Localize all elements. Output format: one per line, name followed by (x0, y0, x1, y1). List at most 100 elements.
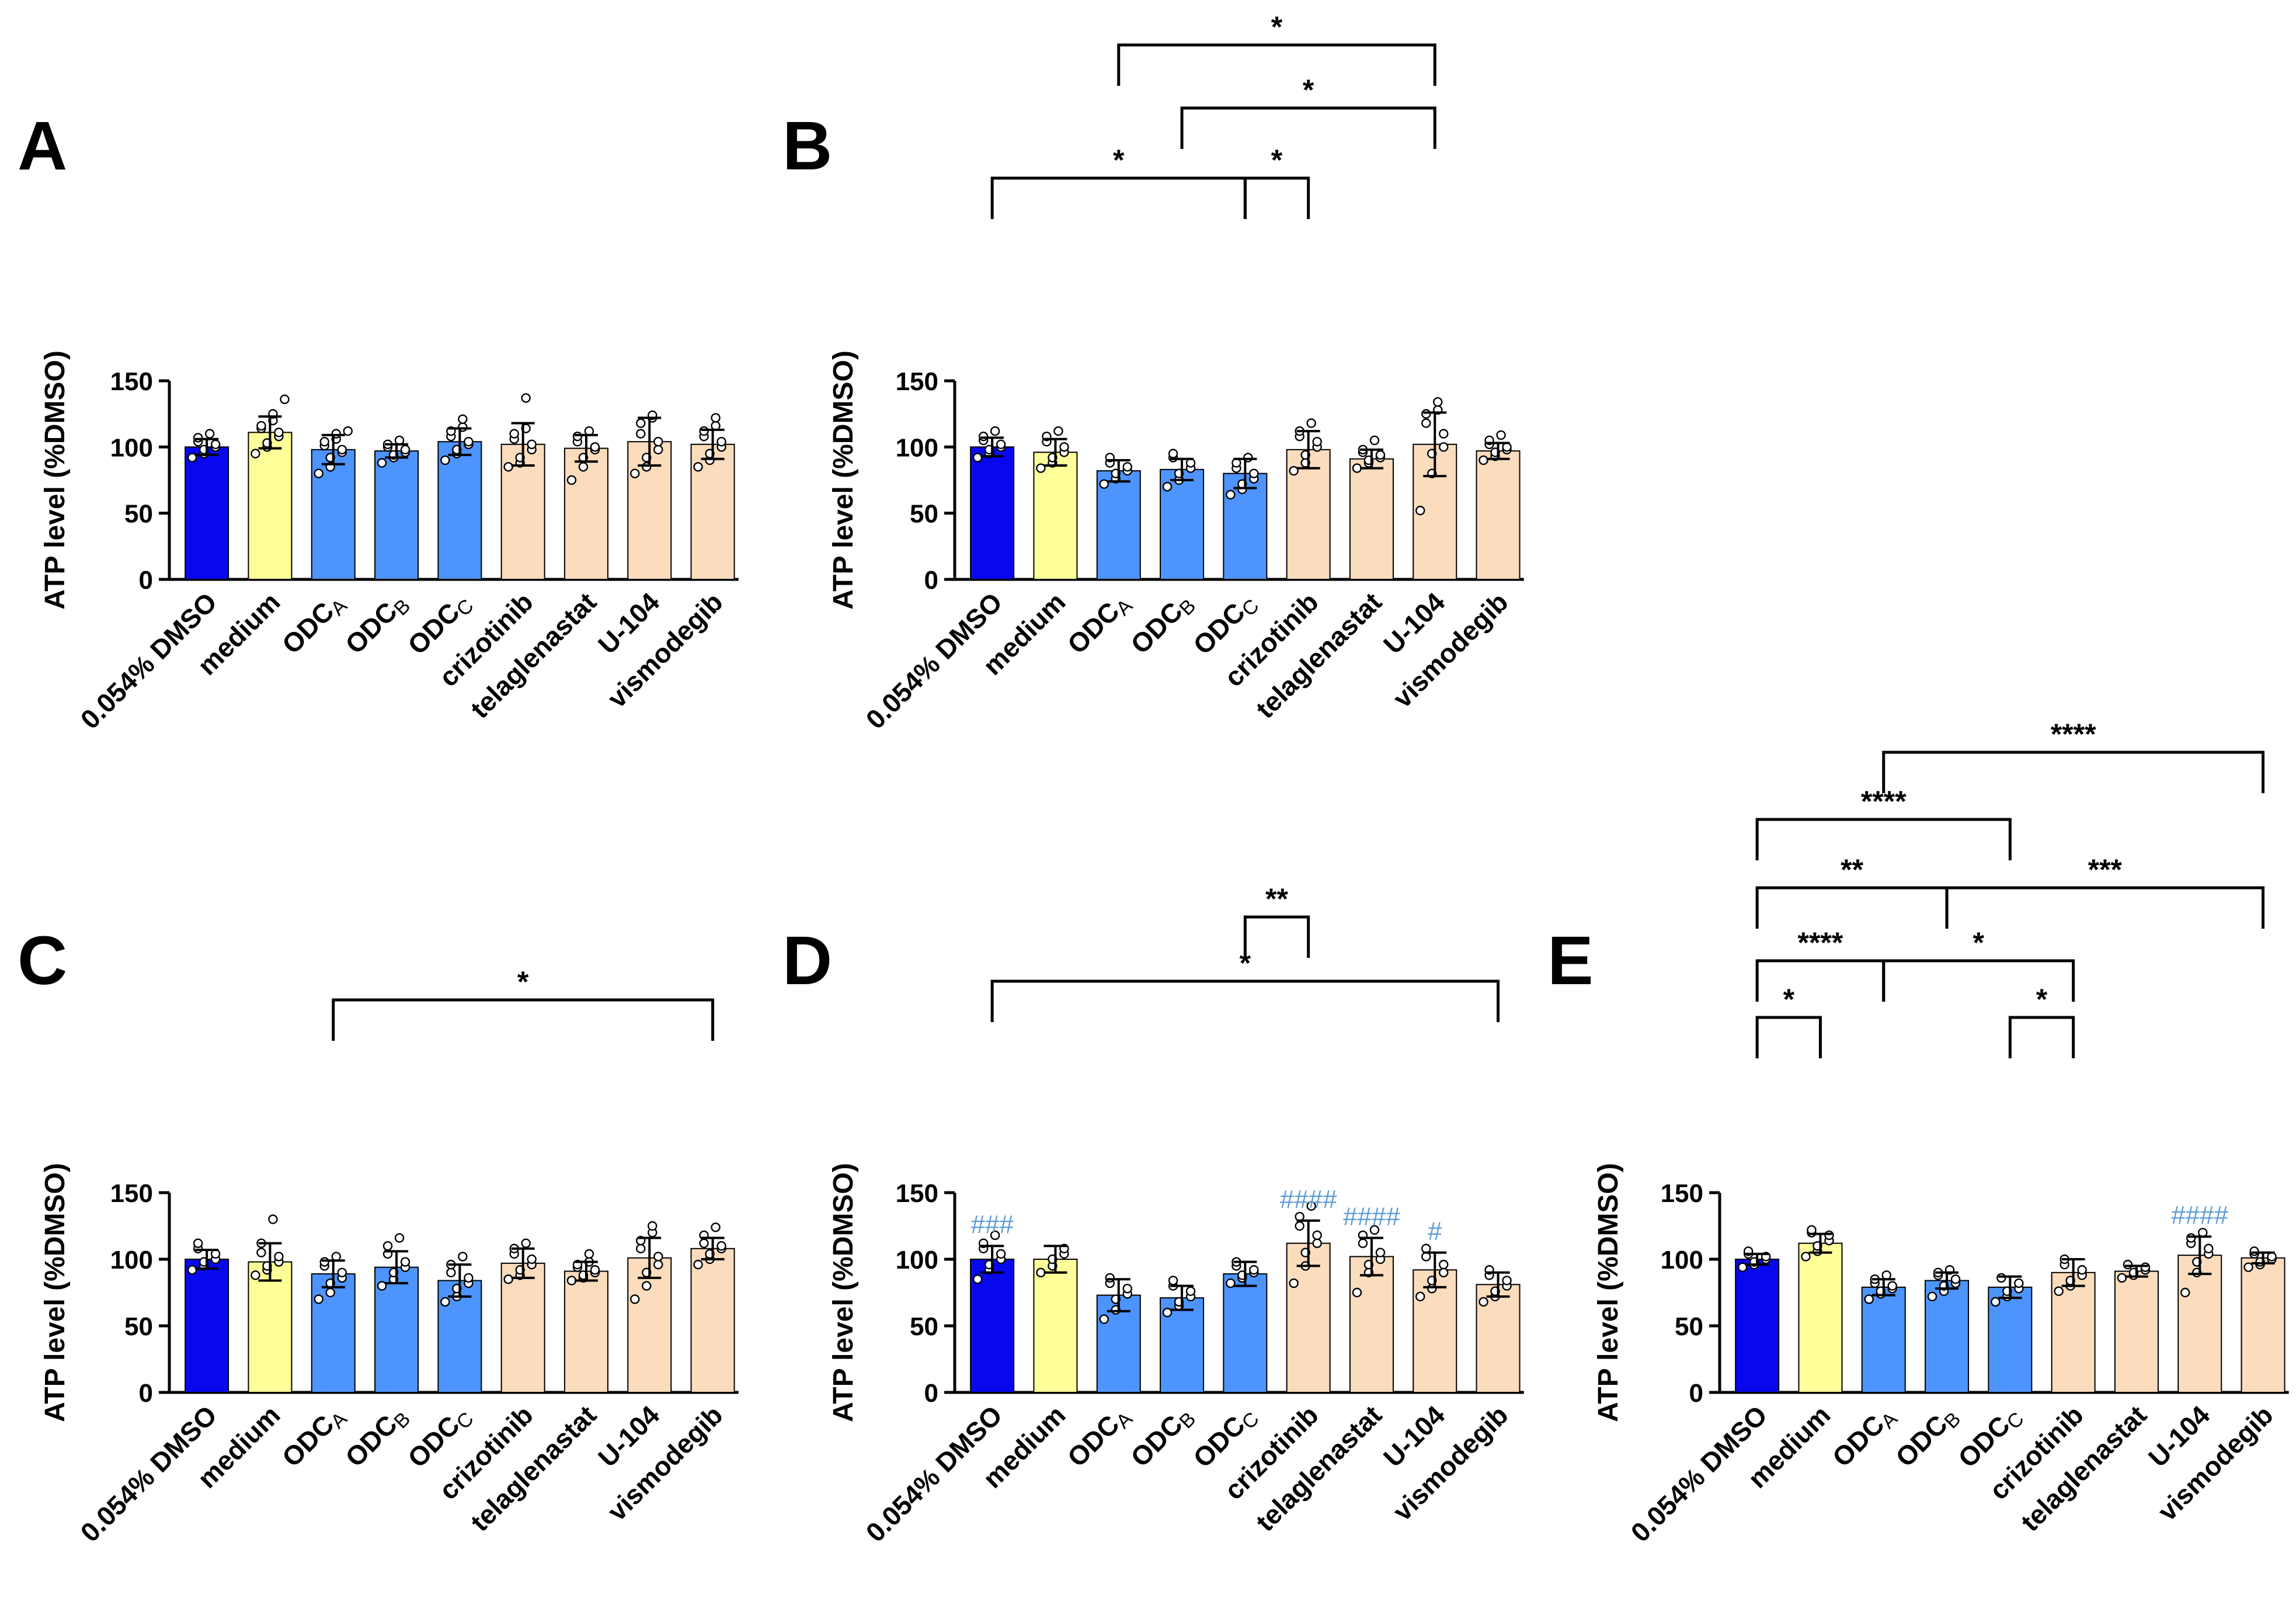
data-point (268, 1214, 278, 1224)
bar-u-104 (627, 1257, 672, 1393)
data-point (1312, 437, 1322, 447)
data-point (1306, 1201, 1316, 1211)
y-tick-label: 50 (124, 500, 153, 529)
significance-label: * (1271, 144, 1283, 176)
significance-label: * (1271, 11, 1283, 43)
data-point (1375, 1248, 1386, 1257)
y-tick-label: 100 (896, 433, 938, 462)
bar-vismodegib (690, 1248, 735, 1394)
data-point (1991, 1297, 2001, 1307)
data-point (1479, 1297, 1488, 1307)
data-point (693, 1259, 703, 1270)
data-point (1185, 1286, 1196, 1296)
bar-telaglenastat (1349, 1256, 1394, 1393)
significance-label: * (1240, 947, 1251, 979)
significance-bracket (1117, 43, 1436, 86)
y-tick-label: 0 (139, 1379, 153, 1408)
bar-0-054-dmso (185, 446, 229, 580)
data-point (1168, 1276, 1178, 1286)
data-point (280, 394, 290, 404)
data-point (1439, 442, 1449, 452)
data-point (274, 1252, 284, 1262)
data-point (972, 1274, 983, 1284)
significance-bracket (1755, 818, 2012, 860)
significance-label: **** (2051, 718, 2096, 751)
data-point (711, 413, 721, 423)
data-point (1496, 430, 1506, 440)
data-point (636, 429, 646, 439)
significance-label: *** (2088, 853, 2123, 886)
y-tick-label: 0 (924, 1379, 938, 1408)
data-point (2243, 1262, 2253, 1272)
y-tick-label: 100 (1661, 1246, 1703, 1274)
data-point (711, 1222, 721, 1232)
data-point (1122, 462, 1132, 472)
bar-vismodegib (2241, 1257, 2285, 1393)
data-point (394, 1233, 405, 1243)
data-point (2054, 1286, 2064, 1296)
significance-bracket (1755, 1016, 1822, 1058)
significance-bracket (1755, 886, 1949, 929)
data-point (1415, 1291, 1425, 1302)
significance-bracket (1882, 751, 2265, 793)
data-point (653, 1252, 663, 1262)
significance-bracket (1945, 886, 2265, 929)
bar-0-054-dmso (185, 1259, 229, 1393)
data-point (1295, 1221, 1304, 1231)
x-tick-label: ODCB (1890, 1399, 1965, 1475)
panel-label: E (1547, 922, 1594, 999)
data-point (1737, 1262, 1748, 1272)
data-point (1352, 463, 1362, 473)
panel-label: A (18, 107, 67, 185)
data-point (382, 1241, 393, 1251)
bar-telaglenastat (1349, 458, 1394, 580)
data-point (578, 462, 589, 472)
data-point (2117, 1273, 2127, 1283)
data-point (630, 1294, 640, 1304)
data-point (1352, 1287, 1362, 1298)
data-point (978, 431, 989, 442)
data-point (1369, 1225, 1380, 1235)
panel-label: D (782, 922, 832, 999)
data-point (1249, 1265, 1259, 1275)
data-point (1801, 1252, 1811, 1262)
data-point (996, 1249, 1006, 1259)
significance-bracket (990, 176, 1247, 219)
data-point (972, 453, 983, 463)
bar-vismodegib (1476, 450, 1521, 581)
data-point (1312, 1238, 1322, 1248)
data-point (440, 455, 450, 465)
data-point (2140, 1262, 2151, 1272)
significance-hash: ### (970, 1210, 1014, 1239)
data-point (251, 1270, 260, 1280)
data-point (653, 444, 663, 455)
data-point (1312, 1230, 1322, 1241)
data-point (1249, 468, 1259, 478)
data-point (990, 1230, 1000, 1241)
y-tick-label: 100 (110, 1246, 153, 1274)
bar-odca (1096, 470, 1141, 581)
data-point (1358, 1238, 1368, 1248)
data-point (636, 1243, 646, 1253)
data-point (337, 444, 347, 455)
x-tick-label: ODCA (1827, 1399, 1902, 1475)
bar-odca (311, 449, 356, 580)
bar-crizotinib (500, 1262, 545, 1394)
panel-label: B (782, 107, 832, 185)
significance-label: * (517, 965, 529, 998)
data-point (1415, 505, 1425, 516)
data-point (527, 1254, 537, 1264)
data-point (509, 429, 519, 439)
data-point (377, 458, 387, 468)
data-point (337, 1267, 347, 1278)
data-point (325, 1287, 335, 1298)
significance-label: **** (1798, 926, 1843, 959)
data-point (1162, 1307, 1173, 1318)
data-point (1306, 418, 1316, 428)
significance-bracket (1180, 106, 1436, 149)
data-point (1479, 455, 1488, 465)
x-tick-label: ODCA (1062, 586, 1137, 662)
